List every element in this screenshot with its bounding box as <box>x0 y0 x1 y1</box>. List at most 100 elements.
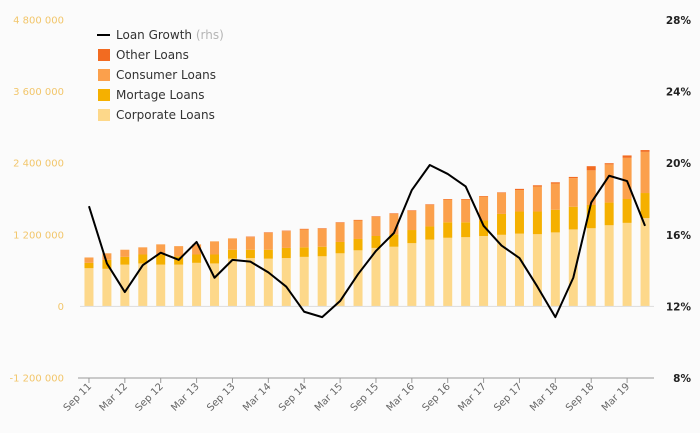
bar-corporate-loans <box>156 264 166 307</box>
bar-consumer-loans <box>353 220 363 239</box>
bar-consumer-loans <box>622 157 632 199</box>
bar-corporate-loans <box>479 235 489 307</box>
bar-consumer-loans <box>532 186 542 212</box>
bar-corporate-loans <box>192 262 202 307</box>
right-tick-label: 24% <box>666 87 692 99</box>
bar-other-loans <box>389 213 399 214</box>
bar-corporate-loans <box>353 250 363 307</box>
bar-corporate-loans <box>335 253 345 307</box>
bar-consumer-loans <box>281 231 291 248</box>
bar-consumer-loans <box>461 199 471 223</box>
x-axis: Sep 11 Mar 12 Sep 12 Mar 13 Sep 13 Mar 14 Sep … <box>62 377 654 414</box>
bar-other-loans <box>514 188 524 191</box>
bar-other-loans <box>353 219 363 221</box>
bar-consumer-loans <box>84 257 94 263</box>
bar-mortage-loans <box>586 204 596 229</box>
left-tick-label: 1 200 000 <box>13 230 64 241</box>
bar-corporate-loans <box>425 239 435 307</box>
bar-other-loans <box>461 199 471 200</box>
bar-mortage-loans <box>389 234 399 247</box>
bar-mortage-loans <box>371 235 381 248</box>
bar-corporate-loans <box>550 232 560 307</box>
bar-mortage-loans <box>640 193 650 219</box>
right-axis-ticks: 8% 12% 16% 20% 24% 28% <box>666 15 692 385</box>
bar-corporate-loans <box>120 264 130 307</box>
left-tick-label: 3 600 000 <box>13 87 64 98</box>
legend-item: Consumer Loans <box>98 68 216 82</box>
x-tick-label: Mar 18 <box>528 381 560 413</box>
bar-consumer-loans <box>174 246 184 257</box>
bar-mortage-loans <box>622 199 632 223</box>
left-tick-label: 0 <box>58 302 64 313</box>
bar-corporate-loans <box>281 258 291 307</box>
right-tick-label: 12% <box>666 301 692 313</box>
x-tick-label: Mar 15 <box>313 381 345 413</box>
x-tick-label: Sep 15 <box>349 381 381 413</box>
bar-mortage-loans <box>335 241 345 254</box>
legend-label: Loan Growth (rhs) <box>116 28 224 42</box>
left-tick-label: -1 200 000 <box>9 374 64 385</box>
bar-mortage-loans <box>281 247 291 259</box>
bar-mortage-loans <box>263 249 273 259</box>
bar-other-loans <box>245 236 255 238</box>
bar-consumer-loans <box>479 196 489 221</box>
bar-mortage-loans <box>568 206 578 230</box>
bar-corporate-loans <box>568 229 578 307</box>
bar-other-loans <box>263 232 273 234</box>
legend-label: Corporate Loans <box>116 108 215 122</box>
bar-mortage-loans <box>84 262 94 269</box>
bar-corporate-loans <box>389 246 399 307</box>
bar-consumer-loans <box>227 238 237 250</box>
bar-corporate-loans <box>407 243 417 307</box>
legend-item: Loan Growth (rhs) <box>97 28 224 42</box>
bar-other-loans <box>299 228 309 230</box>
x-tick-label: Sep 11 <box>62 381 94 413</box>
bar-consumer-loans <box>443 199 453 223</box>
bar-corporate-loans <box>138 263 148 307</box>
bar-consumer-loans <box>120 249 130 257</box>
bar-corporate-loans <box>443 237 453 307</box>
legend-label: Consumer Loans <box>116 68 216 82</box>
bar-consumer-loans <box>568 178 578 207</box>
x-tick-label: Sep 12 <box>133 381 165 413</box>
legend-color-swatch <box>98 89 110 101</box>
bar-other-loans <box>335 222 345 223</box>
bar-consumer-loans <box>640 151 650 194</box>
bar-corporate-loans <box>604 225 614 307</box>
x-tick-label: Mar 16 <box>385 381 417 413</box>
right-tick-label: 20% <box>666 158 692 170</box>
legend-item: Other Loans <box>98 48 189 62</box>
bar-series-group <box>84 150 650 307</box>
bar-corporate-loans <box>174 264 184 307</box>
right-tick-label: 8% <box>673 373 691 385</box>
bar-consumer-loans <box>497 193 507 214</box>
bar-corporate-loans <box>210 263 220 307</box>
bar-other-loans <box>317 228 327 229</box>
bar-consumer-loans <box>407 210 417 231</box>
legend-item: Corporate Loans <box>98 108 215 122</box>
bar-consumer-loans <box>138 247 148 255</box>
bar-consumer-loans <box>514 190 524 212</box>
bar-corporate-loans <box>640 218 650 307</box>
bar-other-loans <box>586 166 596 171</box>
x-tick-label: Mar 14 <box>241 381 273 413</box>
bar-consumer-loans <box>210 241 220 255</box>
bar-corporate-loans <box>84 268 94 307</box>
bar-mortage-loans <box>120 256 130 265</box>
bar-consumer-loans <box>156 244 166 255</box>
legend-label: Mortage Loans <box>116 88 205 102</box>
bar-consumer-loans <box>389 213 399 235</box>
x-tick-label: Sep 16 <box>420 381 452 413</box>
bar-corporate-loans <box>102 268 112 307</box>
bar-corporate-loans <box>622 222 632 307</box>
bar-corporate-loans <box>299 256 309 307</box>
bar-mortage-loans <box>443 222 453 238</box>
bar-mortage-loans <box>245 249 255 259</box>
bar-consumer-loans <box>192 244 202 255</box>
bar-other-loans <box>479 196 489 197</box>
left-axis-ticks: -1 200 000 0 1 200 000 2 400 000 3 600 000 4 … <box>9 16 64 385</box>
bar-consumer-loans <box>371 216 381 236</box>
legend-color-swatch <box>98 69 110 81</box>
bar-other-loans <box>622 155 632 158</box>
bar-corporate-loans <box>227 258 237 307</box>
